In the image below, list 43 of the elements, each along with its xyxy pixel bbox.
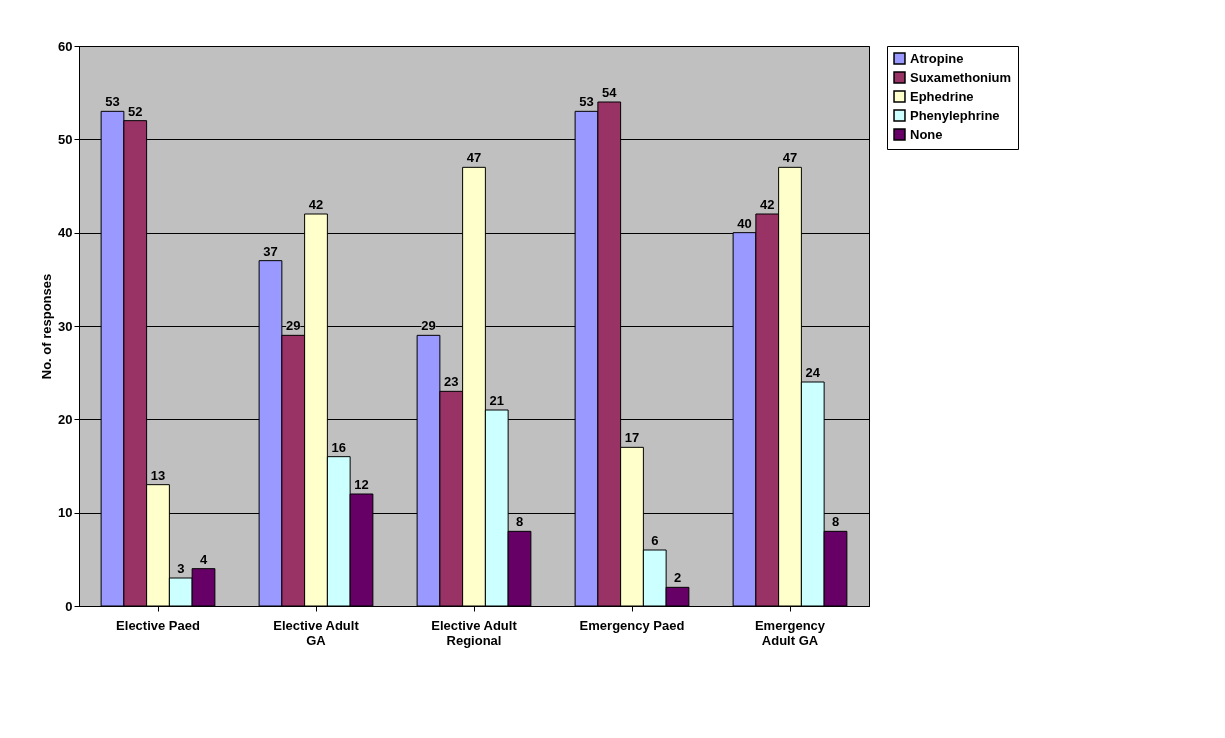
x-tick-label: Elective Paed xyxy=(116,617,200,633)
legend-label: Suxamethonium xyxy=(910,69,1012,85)
data-label: 23 xyxy=(444,374,459,390)
data-label: 53 xyxy=(105,94,120,110)
data-label: 6 xyxy=(651,533,659,548)
x-tick-label: Emergency Paed xyxy=(579,617,685,633)
data-label: 13 xyxy=(150,467,166,483)
data-label: 40 xyxy=(737,215,752,231)
y-tick-label: 30 xyxy=(58,318,73,334)
data-label: 47 xyxy=(466,150,482,166)
data-label: 29 xyxy=(286,318,301,334)
legend-label: Phenylephrine xyxy=(910,107,1000,123)
x-tick-label: Elective Adult GA xyxy=(273,617,360,648)
data-label: 42 xyxy=(760,197,775,212)
data-label: 21 xyxy=(489,393,504,408)
data-label: 24 xyxy=(805,365,821,380)
data-label: 17 xyxy=(624,430,640,446)
data-label: 8 xyxy=(831,514,840,530)
data-label: 54 xyxy=(602,85,618,100)
y-tick-label: 40 xyxy=(58,225,73,241)
y-axis-title: No. of responses xyxy=(39,273,55,380)
y-tick-label: 10 xyxy=(58,505,73,521)
data-label: 37 xyxy=(263,243,278,259)
data-label: 4 xyxy=(199,551,208,567)
y-tick-label: 60 xyxy=(58,38,73,54)
x-tick-label: Emergency Adult GA xyxy=(754,617,826,648)
data-label: 3 xyxy=(177,561,185,576)
y-tick-label: 20 xyxy=(58,411,73,427)
x-tick-label: Elective Adult Regional xyxy=(431,617,518,648)
data-label: 42 xyxy=(308,197,324,212)
data-label: 2 xyxy=(673,570,682,586)
data-label: 29 xyxy=(421,318,436,334)
y-tick-label: 0 xyxy=(65,598,73,614)
legend-label: None xyxy=(910,126,943,142)
data-label: 52 xyxy=(128,103,143,119)
data-label: 8 xyxy=(515,514,524,530)
y-tick-label: 50 xyxy=(58,131,73,147)
data-label: 47 xyxy=(782,150,798,166)
legend-label: Ephedrine xyxy=(910,88,974,104)
data-label: 16 xyxy=(331,439,346,455)
legend-label: Atropine xyxy=(910,50,964,66)
data-label: 12 xyxy=(354,477,369,492)
data-label: 53 xyxy=(579,94,594,110)
